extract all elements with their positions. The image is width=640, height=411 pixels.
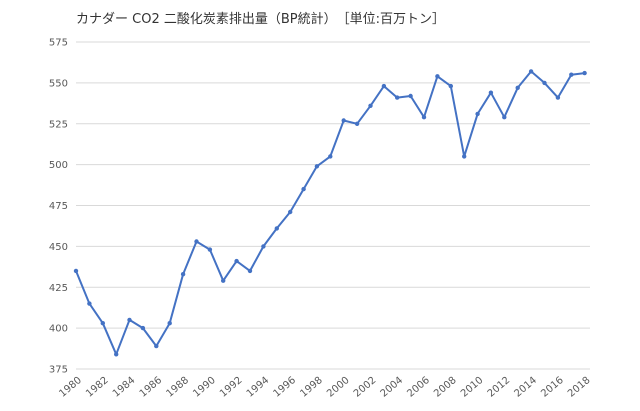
x-tick-label: 1998 xyxy=(298,375,325,400)
data-point-2016 xyxy=(555,95,561,100)
series-layer xyxy=(73,69,587,357)
y-tick-label: 425 xyxy=(49,283,68,294)
x-tick-label: 2018 xyxy=(566,375,593,400)
x-tick-label: 1990 xyxy=(191,375,218,400)
data-point-2018 xyxy=(582,70,587,76)
x-axis-ticks: 1980 1982 1984 1986 1988 1990 1992 1994 1996 1998… xyxy=(57,375,592,400)
data-point-2004 xyxy=(395,95,400,100)
data-point-1988 xyxy=(180,272,186,277)
x-tick-label: 1986 xyxy=(138,375,165,400)
data-point-1981 xyxy=(87,301,92,306)
y-tick-label: 475 xyxy=(49,201,68,212)
x-tick-label: 2000 xyxy=(325,375,352,400)
y-tick-label: 575 xyxy=(49,38,68,49)
data-point-2000 xyxy=(341,118,346,123)
data-point-2006 xyxy=(421,115,427,120)
data-point-2011 xyxy=(488,90,494,95)
series-line xyxy=(75,70,585,356)
data-point-1996 xyxy=(288,209,293,215)
data-point-2014 xyxy=(528,69,534,74)
y-axis-ticks: 375 400 425 450 475 500 525 550 575 xyxy=(49,38,68,376)
chart-title: カナダー CO2 二酸化炭素排出量（BP統計） ［単位:百万トン］ xyxy=(76,12,445,27)
x-tick-label: 2004 xyxy=(379,375,406,400)
data-point-1982 xyxy=(100,321,106,326)
data-point-1994 xyxy=(261,244,266,249)
data-point-2009 xyxy=(462,154,467,159)
data-point-1993 xyxy=(247,268,253,274)
x-tick-label: 2014 xyxy=(512,375,539,400)
y-tick-label: 525 xyxy=(49,119,68,130)
data-point-1985 xyxy=(140,325,146,331)
data-point-2010 xyxy=(475,111,480,117)
data-point-1990 xyxy=(207,247,213,252)
data-point-1992 xyxy=(234,258,239,264)
y-tick-label: 375 xyxy=(49,365,68,376)
y-tick-label: 500 xyxy=(49,160,68,171)
data-point-2005 xyxy=(408,93,413,99)
x-tick-label: 1982 xyxy=(84,375,111,400)
x-tick-label: 2008 xyxy=(432,375,459,400)
data-point-1997 xyxy=(301,186,306,192)
x-tick-label: 1980 xyxy=(57,375,84,400)
x-tick-label: 1988 xyxy=(164,375,191,400)
data-point-1986 xyxy=(154,343,159,349)
y-tick-label: 450 xyxy=(49,242,68,253)
data-point-1987 xyxy=(167,321,172,326)
data-point-2012 xyxy=(502,115,507,120)
x-tick-label: 1984 xyxy=(111,375,138,400)
x-tick-label: 1996 xyxy=(272,375,299,400)
data-point-1984 xyxy=(127,317,132,323)
gridlines xyxy=(76,41,590,370)
data-point-1983 xyxy=(114,352,119,357)
x-tick-label: 1992 xyxy=(218,375,245,400)
x-tick-label: 1994 xyxy=(245,375,272,400)
data-point-1998 xyxy=(314,164,320,169)
data-point-2001 xyxy=(354,121,360,127)
x-tick-label: 2016 xyxy=(539,375,566,400)
data-point-2015 xyxy=(542,80,547,86)
data-point-1999 xyxy=(328,154,333,159)
x-tick-label: 2010 xyxy=(459,375,486,400)
data-point-2013 xyxy=(515,85,520,91)
data-point-1991 xyxy=(221,278,226,283)
data-point-1989 xyxy=(194,239,199,244)
y-tick-label: 550 xyxy=(49,78,68,89)
data-point-2007 xyxy=(435,74,440,79)
data-point-1995 xyxy=(274,226,279,231)
data-point-2002 xyxy=(368,103,373,109)
data-point-1980 xyxy=(73,268,79,274)
x-tick-label: 2002 xyxy=(352,375,379,400)
x-tick-label: 2012 xyxy=(486,375,513,400)
x-tick-label: 2006 xyxy=(405,375,432,400)
data-point-2008 xyxy=(448,83,453,89)
data-point-2017 xyxy=(569,72,574,77)
data-point-2003 xyxy=(381,83,387,89)
y-tick-label: 400 xyxy=(49,324,68,335)
